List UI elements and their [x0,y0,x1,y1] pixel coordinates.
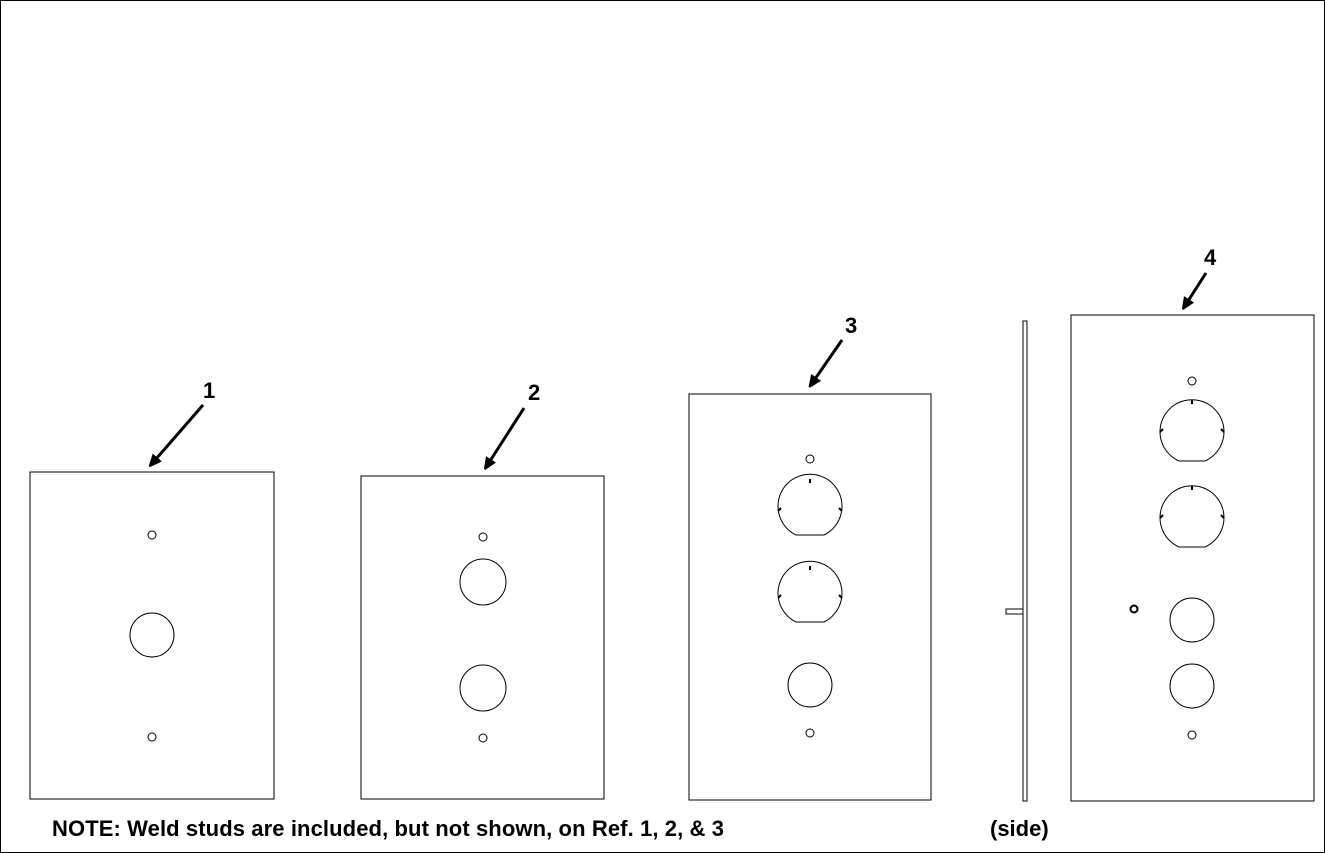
arrow-icon [1188,272,1208,301]
plate-2-outline [360,475,605,800]
side-view-stud [1005,608,1024,615]
ref-label-4: 4 [1204,245,1217,270]
side-view-plate [1022,320,1028,802]
plate-2-button-hole-top [459,558,507,606]
plate-4 [1070,314,1315,802]
ref-label-1: 1 [203,378,215,403]
ref-label-3: 3 [845,313,857,338]
side-view [1005,320,1028,802]
plate-4-screw-hole-top [1187,376,1197,386]
plate-3-screw-hole-bottom [805,728,815,738]
side-view-label: (side) [990,816,1049,841]
arrow-icon [490,407,526,461]
plate-3 [688,393,932,801]
plate-4-stud-marker [1129,604,1139,614]
plate-2-screw-hole-bottom [478,733,488,743]
plate-2-button-hole-bottom [459,664,507,712]
plate-1-screw-hole-top [147,530,157,540]
arrow-icon [156,404,205,459]
plate-4-button-hole-top [1169,597,1215,643]
ref-label-2: 2 [528,380,540,405]
plate-4-outline [1070,314,1315,802]
plate-2 [360,475,605,800]
note-text: NOTE: Weld studs are included, but not s… [52,816,725,841]
plate-3-button-hole [787,662,833,708]
plate-1-outline [29,471,275,800]
plate-1-button-hole [129,612,175,658]
plate-4-receptacle-hole-bottom [1159,485,1225,548]
plate-1 [29,471,275,800]
plate-2-screw-hole-top [478,532,488,542]
plate-3-receptacle-hole-top [777,473,843,536]
plate-1-screw-hole-bottom [147,732,157,742]
plate-4-receptacle-hole-top [1159,399,1225,462]
plate-3-receptacle-hole-bottom [777,560,843,623]
arrow-icon [815,339,844,379]
plate-4-button-hole-bottom [1169,663,1215,709]
plate-3-screw-hole-top [805,454,815,464]
plate-4-screw-hole-bottom [1187,730,1197,740]
